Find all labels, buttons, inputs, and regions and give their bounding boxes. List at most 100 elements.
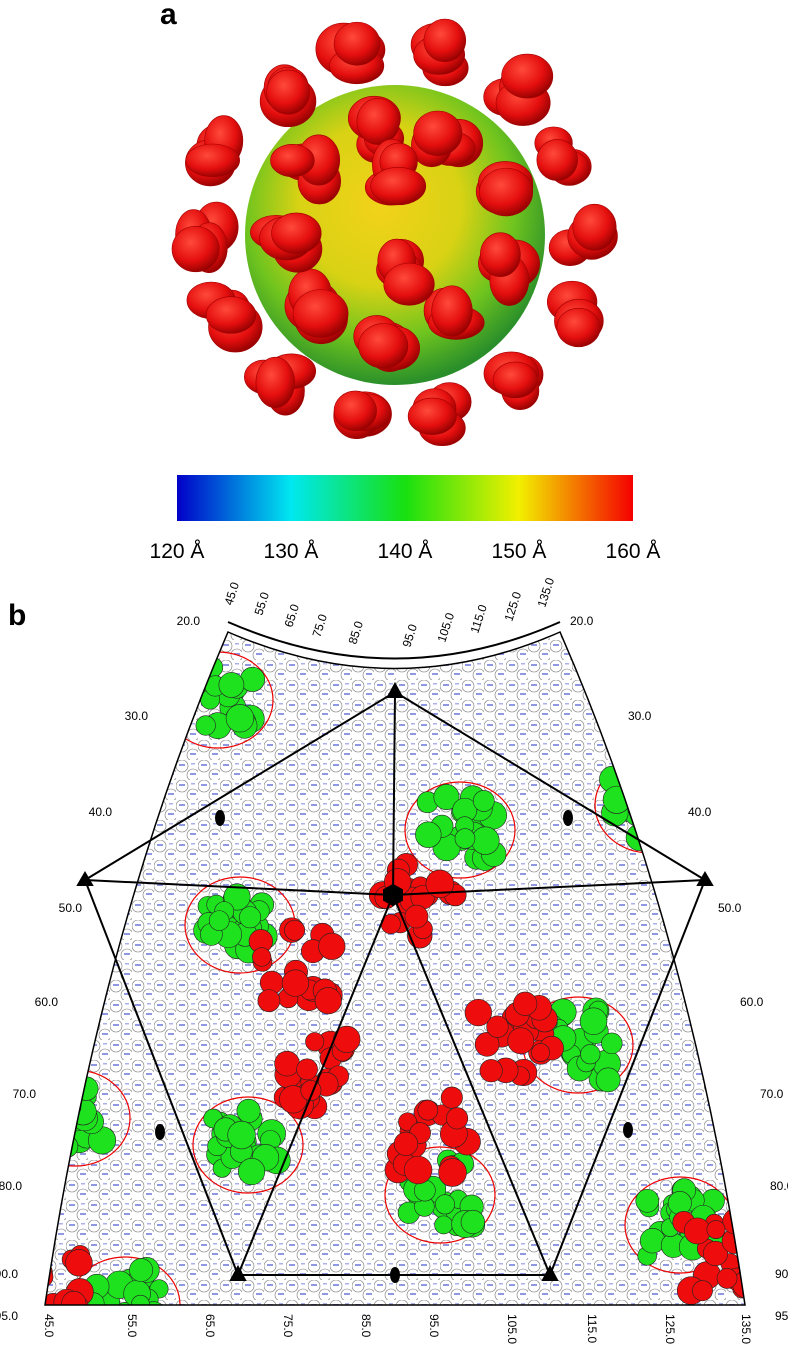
spike <box>410 18 469 87</box>
green-footprint <box>140 1301 167 1305</box>
green-footprint <box>54 1133 74 1153</box>
green-footprint <box>218 672 245 698</box>
two-fold-axis <box>215 810 225 826</box>
bottom-axis-label: 85.0 <box>359 1314 373 1338</box>
left-axis-label: 60.0 <box>35 995 59 1009</box>
panel-label: a <box>160 0 177 31</box>
symmetry-line <box>237 894 394 1276</box>
red-footprint <box>296 1058 318 1081</box>
map-border <box>44 631 746 1306</box>
spike-lobe <box>271 212 322 254</box>
green-footprint <box>642 813 671 842</box>
symmetry-line <box>392 894 551 1276</box>
top-axis-label: 65.0 <box>282 602 303 629</box>
green-footprint <box>647 802 675 830</box>
three-fold-axis <box>696 871 714 886</box>
top-axis-label: 135.0 <box>535 576 558 609</box>
footprint-outline <box>192 1096 304 1194</box>
top-axis-label: 45.0 <box>222 580 243 607</box>
red-footprint <box>305 1032 325 1052</box>
spike <box>407 382 472 447</box>
panel-label: b <box>8 599 26 632</box>
green-footprint <box>471 826 500 855</box>
footprint-outline <box>384 1146 496 1244</box>
green-footprint <box>69 1098 97 1126</box>
spike <box>270 134 342 205</box>
color-bar-label: 120 Å <box>150 540 205 563</box>
green-footprint <box>60 1096 82 1118</box>
spike <box>347 95 405 163</box>
spike <box>534 126 592 186</box>
two-fold-axis <box>563 810 573 826</box>
green-footprint <box>602 785 631 814</box>
color-bar-label: 150 Å <box>492 540 547 563</box>
red-footprint <box>281 969 310 997</box>
red-footprint <box>404 904 429 929</box>
left-axis-label: 50.0 <box>59 901 83 915</box>
green-footprint <box>239 906 262 929</box>
right-axis-label: 30.0 <box>628 709 652 723</box>
green-footprint <box>433 784 460 810</box>
green-footprint <box>658 810 681 833</box>
red-footprint <box>425 869 454 899</box>
spike <box>186 281 263 353</box>
spike-lobe <box>492 361 538 399</box>
top-axis-label: 125.0 <box>502 590 525 623</box>
spike <box>284 268 349 345</box>
spike-lobe <box>270 143 315 178</box>
bottom-axis-label: 65.0 <box>203 1314 217 1338</box>
bottom-axis-label: 135.0 <box>739 1314 753 1344</box>
spike-lobe <box>255 356 295 408</box>
spike-lobe <box>171 225 220 273</box>
red-footprint <box>257 989 281 1013</box>
bottom-axis-label: 75.0 <box>281 1314 295 1338</box>
green-footprint <box>182 656 208 683</box>
symmetry-line <box>394 691 706 881</box>
green-footprint <box>45 1073 65 1095</box>
red-footprint <box>18 1305 39 1326</box>
red-footprint <box>417 1099 439 1121</box>
two-fold-axis <box>623 1122 633 1138</box>
red-footprint <box>742 1267 745 1295</box>
red-footprint <box>61 1290 87 1305</box>
green-footprint <box>129 1258 154 1282</box>
green-footprint <box>579 1007 608 1035</box>
green-footprint <box>641 782 665 807</box>
bottom-axis-label: 45.0 <box>42 1314 56 1338</box>
red-footprint <box>507 1027 535 1055</box>
red-footprint <box>446 1107 469 1130</box>
color-bar-label: 160 Å <box>606 540 661 563</box>
green-footprint <box>595 1067 621 1093</box>
red-footprint <box>45 1256 50 1284</box>
green-footprint <box>635 1188 660 1213</box>
red-footprint <box>274 1050 300 1077</box>
green-footprint <box>90 1320 110 1340</box>
spike <box>250 212 323 273</box>
green-footprint <box>650 802 679 831</box>
bottom-axis-label: 115.0 <box>585 1314 599 1343</box>
spike <box>475 161 534 217</box>
green-footprint <box>45 1096 57 1120</box>
green-footprint <box>227 1120 256 1150</box>
virus-surface <box>171 18 618 447</box>
red-footprint <box>314 987 342 1015</box>
right-axis-label: 40.0 <box>688 805 712 819</box>
green-footprint <box>100 1326 120 1346</box>
red-footprint <box>438 1158 467 1187</box>
right-axis-label: 95.0 <box>775 1309 788 1323</box>
top-axis-label: 95.0 <box>400 622 421 649</box>
green-footprint <box>45 1072 60 1098</box>
green-footprint <box>632 788 659 815</box>
spike-lobe <box>358 323 409 369</box>
symmetry-line <box>549 879 706 1276</box>
spike <box>171 201 239 273</box>
spike-lobe <box>431 285 473 337</box>
left-axis-label: 20.0 <box>177 614 201 628</box>
three-fold-axis <box>386 681 404 698</box>
three-fold-axis <box>76 871 94 886</box>
green-footprint <box>45 1127 57 1156</box>
bottom-axis-label: 95.0 <box>427 1314 441 1338</box>
green-footprint <box>45 1115 58 1144</box>
green-footprint <box>176 659 199 682</box>
